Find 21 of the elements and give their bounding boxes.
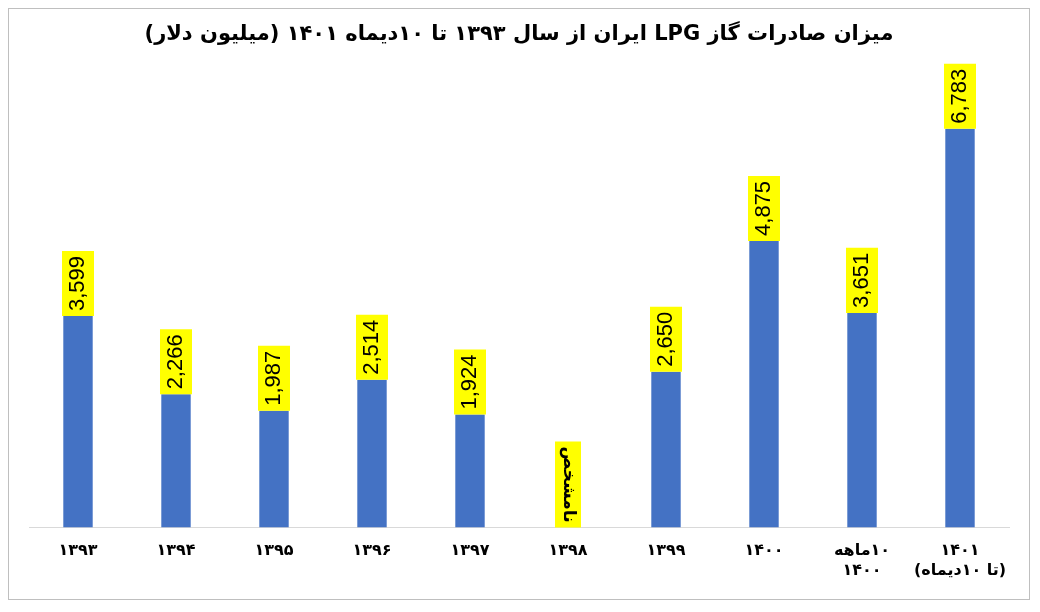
- x-tick-label: ۱۳۹۹: [646, 540, 686, 560]
- x-tick-label: ۱۴۰۱ (تا ۱۰دیماه): [913, 540, 1007, 579]
- x-tick-label: ۱۳۹۵: [254, 540, 294, 560]
- x-tick-label: ۱۳۹۶: [352, 540, 392, 560]
- data-label: 1,924: [456, 354, 482, 410]
- x-tick-label: ۱۳۹۳: [58, 540, 98, 560]
- data-label: 4,875: [750, 180, 776, 236]
- x-tick-label: ۱۳۹۴: [156, 540, 196, 560]
- x-tick-label: ۱۰ماهه ۱۴۰۰: [833, 540, 891, 579]
- data-label: 3,651: [848, 252, 874, 308]
- x-tick-label: ۱۴۰۰: [744, 540, 784, 560]
- data-label: 1,987: [260, 350, 286, 406]
- data-label: 2,266: [162, 334, 188, 390]
- data-label: 2,514: [358, 319, 384, 375]
- data-label: 3,599: [64, 255, 90, 311]
- text: نامشخص: [559, 446, 580, 523]
- data-label: 2,650: [652, 311, 678, 367]
- data-label: 6,783: [946, 68, 972, 124]
- x-tick-label: ۱۳۹۸: [548, 540, 588, 560]
- chart-title: میزان صادرات گاز LPG ایران از سال ۱۳۹۳ تا ۱۰دیماه ۱۴۰۱ (میلیون دلار): [144, 20, 894, 46]
- x-tick-label: ۱۳۹۷: [450, 540, 490, 560]
